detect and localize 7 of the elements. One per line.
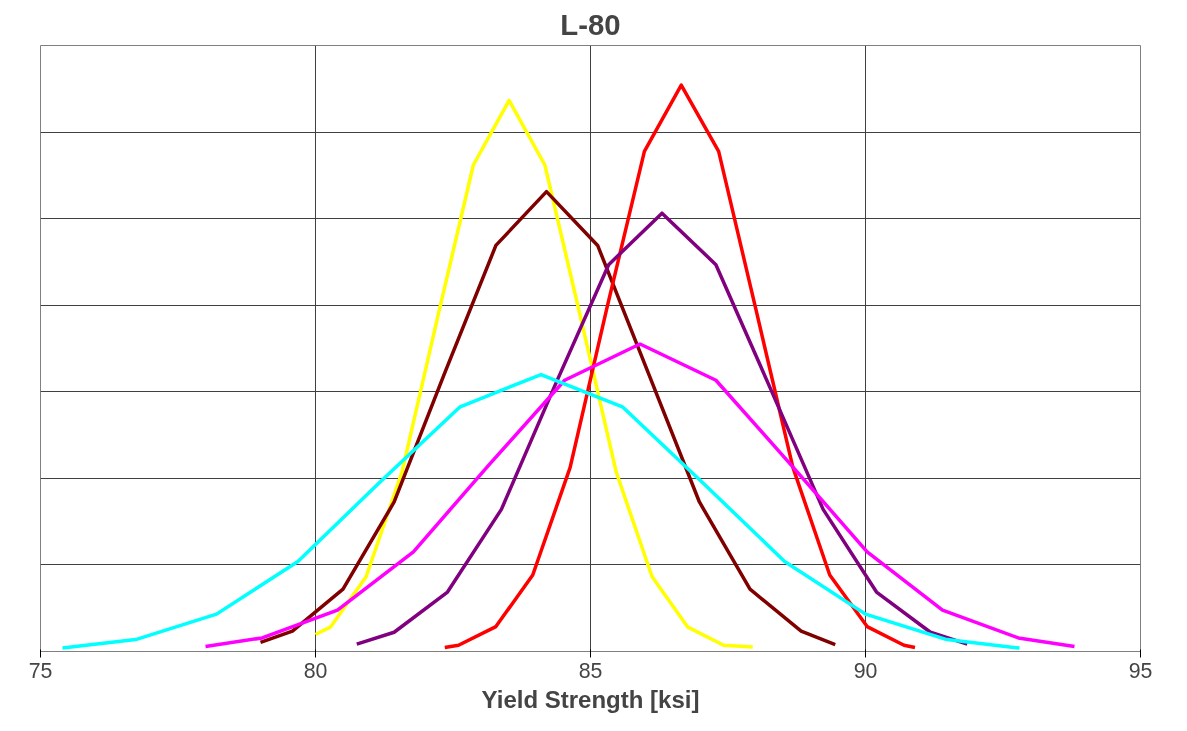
x-tick-label: 75	[28, 658, 53, 683]
x-tick-label: 85	[578, 658, 603, 683]
chart-title: L-80	[560, 7, 621, 41]
x-tick-label: 95	[1128, 658, 1153, 683]
x-tick-label: 90	[853, 658, 878, 683]
x-axis-title: Yield Strength [ksi]	[481, 685, 700, 713]
x-tick-label: 80	[303, 658, 328, 683]
